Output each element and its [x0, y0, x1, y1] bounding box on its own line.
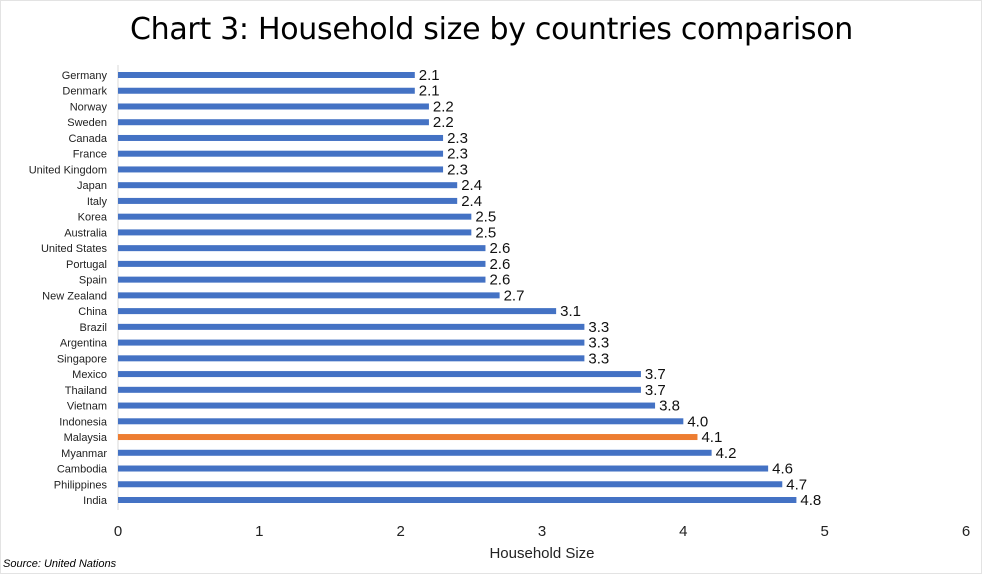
bar-germany — [118, 72, 415, 78]
bar-korea — [118, 213, 472, 220]
category-label: United Kingdom — [29, 164, 107, 176]
category-label: Thailand — [65, 385, 107, 397]
bar-china — [118, 308, 557, 315]
data-label: 4.0 — [687, 413, 708, 430]
data-label: 3.3 — [588, 335, 609, 352]
bar-thailand — [118, 386, 641, 393]
category-label: Korea — [78, 212, 108, 224]
bar-norway — [118, 103, 429, 110]
category-label: China — [78, 306, 108, 318]
bar-new-zealand — [118, 292, 500, 299]
data-label: 2.3 — [447, 130, 468, 147]
data-label: 2.2 — [433, 114, 454, 131]
x-tick-label: 2 — [396, 523, 404, 540]
category-label: Japan — [77, 180, 107, 192]
category-label: Canada — [68, 133, 107, 145]
bar-sweden — [118, 119, 429, 126]
data-label: 3.8 — [659, 398, 680, 415]
data-label: 4.2 — [716, 445, 737, 462]
bar-malaysia — [118, 434, 698, 441]
bar-united-states — [118, 245, 486, 252]
bar-myanmar — [118, 449, 712, 456]
data-label: 2.2 — [433, 98, 454, 115]
x-tick-label: 4 — [679, 523, 687, 540]
bar-denmark — [118, 87, 415, 94]
data-label: 3.7 — [645, 366, 666, 383]
x-tick-label: 6 — [962, 523, 970, 540]
bar-mexico — [118, 371, 641, 378]
data-label: 2.6 — [489, 272, 510, 289]
data-label: 2.4 — [461, 177, 482, 194]
category-label: Portugal — [66, 259, 107, 271]
bar-australia — [118, 229, 472, 236]
data-label: 2.6 — [489, 240, 510, 257]
category-label: Malaysia — [64, 432, 108, 444]
bar-argentina — [118, 339, 585, 346]
data-label: 4.8 — [800, 492, 821, 509]
bar-canada — [118, 134, 444, 141]
category-label: Spain — [79, 275, 107, 287]
x-tick-label: 0 — [114, 523, 122, 540]
data-label: 3.1 — [560, 303, 581, 320]
category-label: New Zealand — [42, 290, 107, 302]
bar-france — [118, 150, 444, 157]
data-label: 3.3 — [588, 319, 609, 336]
data-label: 2.3 — [447, 161, 468, 178]
chart-title: Chart 3: Household size by countries com… — [129, 12, 854, 47]
x-tick-label: 3 — [538, 523, 546, 540]
bar-spain — [118, 276, 486, 283]
bar-brazil — [118, 323, 585, 330]
category-label: Italy — [87, 196, 108, 208]
data-label: 3.7 — [645, 382, 666, 399]
bar-portugal — [118, 260, 486, 267]
category-label: India — [83, 495, 108, 507]
category-label: Vietnam — [67, 401, 107, 413]
category-label: Mexico — [72, 369, 107, 381]
category-label: Argentina — [60, 338, 108, 350]
bar-vietnam — [118, 402, 656, 409]
category-label: Indonesia — [59, 416, 108, 428]
data-label: 2.5 — [475, 224, 496, 241]
data-label: 4.1 — [701, 429, 722, 446]
category-label: Brazil — [79, 322, 107, 334]
bar-japan — [118, 182, 458, 189]
data-label: 2.5 — [475, 209, 496, 226]
data-label: 2.6 — [489, 256, 510, 273]
category-label: United States — [41, 243, 108, 255]
bar-singapore — [118, 355, 585, 362]
bar-united-kingdom — [118, 166, 444, 173]
data-label: 2.4 — [461, 193, 482, 210]
data-label: 3.3 — [588, 350, 609, 367]
category-label: Germany — [62, 70, 108, 82]
bar-philippines — [118, 481, 783, 488]
x-tick-label: 5 — [820, 523, 828, 540]
category-label: France — [73, 149, 107, 161]
bar-italy — [118, 197, 458, 204]
category-label: Philippines — [54, 479, 108, 491]
data-label: 4.6 — [772, 461, 793, 478]
source-note: Source: United Nations — [3, 558, 117, 570]
category-label: Sweden — [67, 117, 107, 129]
category-label: Cambodia — [57, 464, 108, 476]
data-label: 4.7 — [786, 476, 807, 493]
x-axis-title: Household Size — [489, 545, 594, 562]
category-label: Australia — [64, 227, 108, 239]
x-tick-label: 1 — [255, 523, 263, 540]
data-label: 2.1 — [419, 67, 440, 84]
bar-india — [118, 497, 797, 503]
data-label: 2.7 — [504, 287, 525, 304]
category-label: Norway — [70, 101, 108, 113]
data-label: 2.1 — [419, 83, 440, 100]
bar-cambodia — [118, 465, 769, 472]
category-label: Myanmar — [61, 448, 107, 460]
category-label: Singapore — [57, 353, 107, 365]
category-label: Denmark — [62, 86, 107, 98]
bar-indonesia — [118, 418, 684, 425]
data-label: 2.3 — [447, 146, 468, 163]
